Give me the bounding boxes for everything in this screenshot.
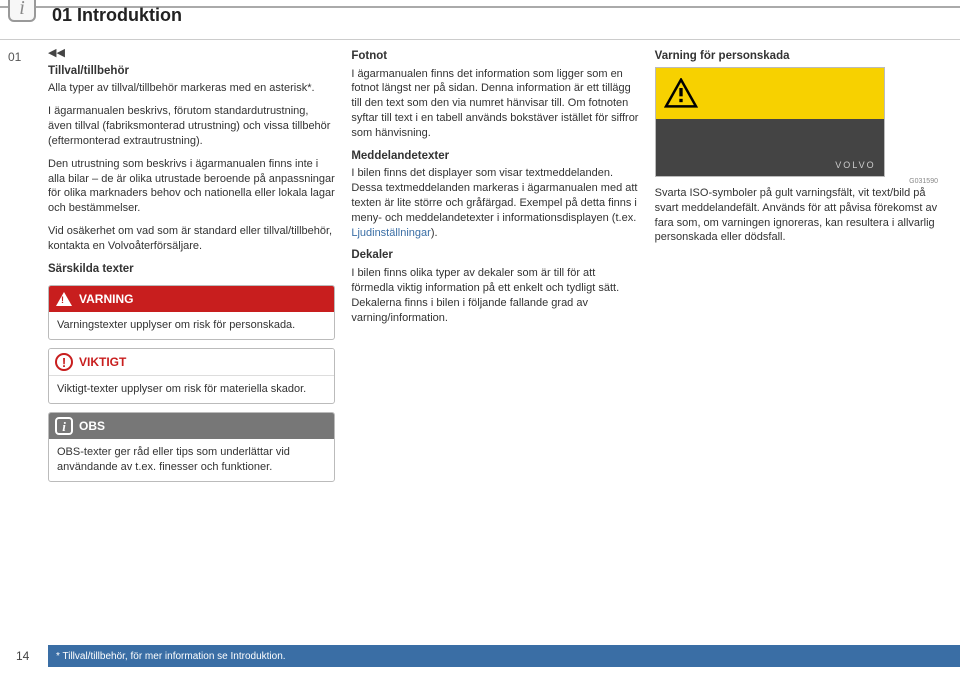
- para: Vid osäkerhet om vad som är standard ell…: [48, 224, 335, 254]
- varning-label: VARNING: [79, 291, 133, 307]
- warning-sign-figure: VOLVO: [655, 67, 885, 177]
- heading-meddelande: Meddelandetexter: [351, 149, 638, 165]
- page-number: 14: [16, 649, 29, 663]
- link-ljud: Ljudinställningar: [351, 227, 431, 239]
- text: I bilen finns det displayer som visar te…: [351, 167, 637, 224]
- footer-note: * Tillval/tillbehör, för mer information…: [48, 645, 960, 667]
- column-2: Fotnot I ägarmanualen finns det informat…: [351, 46, 638, 490]
- info-icon: i: [8, 0, 36, 22]
- obs-body: OBS-texter ger råd eller tips som underl…: [49, 439, 334, 481]
- heading-sarskilda: Särskilda texter: [48, 262, 335, 278]
- para: I ägarmanualen beskrivs, förutom standar…: [48, 104, 335, 149]
- para: I bilen finns det displayer som visar te…: [351, 166, 638, 240]
- heading-dekaler: Dekaler: [351, 248, 638, 264]
- iso-warning-icon: [664, 78, 698, 108]
- column-1: ◀◀ Tillval/tillbehör Alla typer av tillv…: [48, 46, 335, 490]
- viktigt-box: ! VIKTIGT Viktigt-texter upplyser om ris…: [48, 348, 335, 404]
- obs-header: i OBS: [49, 413, 334, 439]
- heading-fotnot: Fotnot: [351, 49, 638, 65]
- obs-box: i OBS OBS-texter ger råd eller tips som …: [48, 412, 335, 482]
- side-chapter-num: 01: [8, 50, 21, 64]
- column-3: Varning för personskada VOLVO G031590 Sv…: [655, 46, 942, 490]
- varning-body: Varningstexter upplyser om risk för pers…: [49, 312, 334, 339]
- varning-header: VARNING: [49, 286, 334, 312]
- text: ).: [431, 227, 438, 239]
- volvo-logo-text: VOLVO: [835, 159, 875, 171]
- viktigt-body: Viktigt-texter upplyser om risk för mate…: [49, 376, 334, 403]
- warning-triangle-icon: [55, 290, 73, 308]
- warning-sign-yellow-bar: [656, 68, 884, 120]
- info-small-icon: i: [55, 417, 73, 435]
- chapter-title: 01 Introduktion: [52, 5, 182, 26]
- para: Svarta ISO-symboler på gult varningsfält…: [655, 186, 942, 245]
- rewind-icon: ◀◀: [48, 46, 335, 61]
- obs-label: OBS: [79, 418, 105, 434]
- viktigt-label: VIKTIGT: [79, 354, 126, 370]
- varning-box: VARNING Varningstexter upplyser om risk …: [48, 285, 335, 340]
- para: Alla typer av tillval/tillbehör markeras…: [48, 81, 335, 96]
- important-icon: !: [55, 353, 73, 371]
- heading-tillval: Tillval/tillbehör: [48, 64, 335, 80]
- para: I ägarmanualen finns det information som…: [351, 67, 638, 141]
- viktigt-header: ! VIKTIGT: [49, 349, 334, 376]
- image-id: G031590: [655, 177, 942, 186]
- para: I bilen finns olika typer av dekaler som…: [351, 266, 638, 325]
- heading-varning-person: Varning för personskada: [655, 49, 942, 65]
- para: Den utrustning som beskrivs i ägarmanual…: [48, 157, 335, 216]
